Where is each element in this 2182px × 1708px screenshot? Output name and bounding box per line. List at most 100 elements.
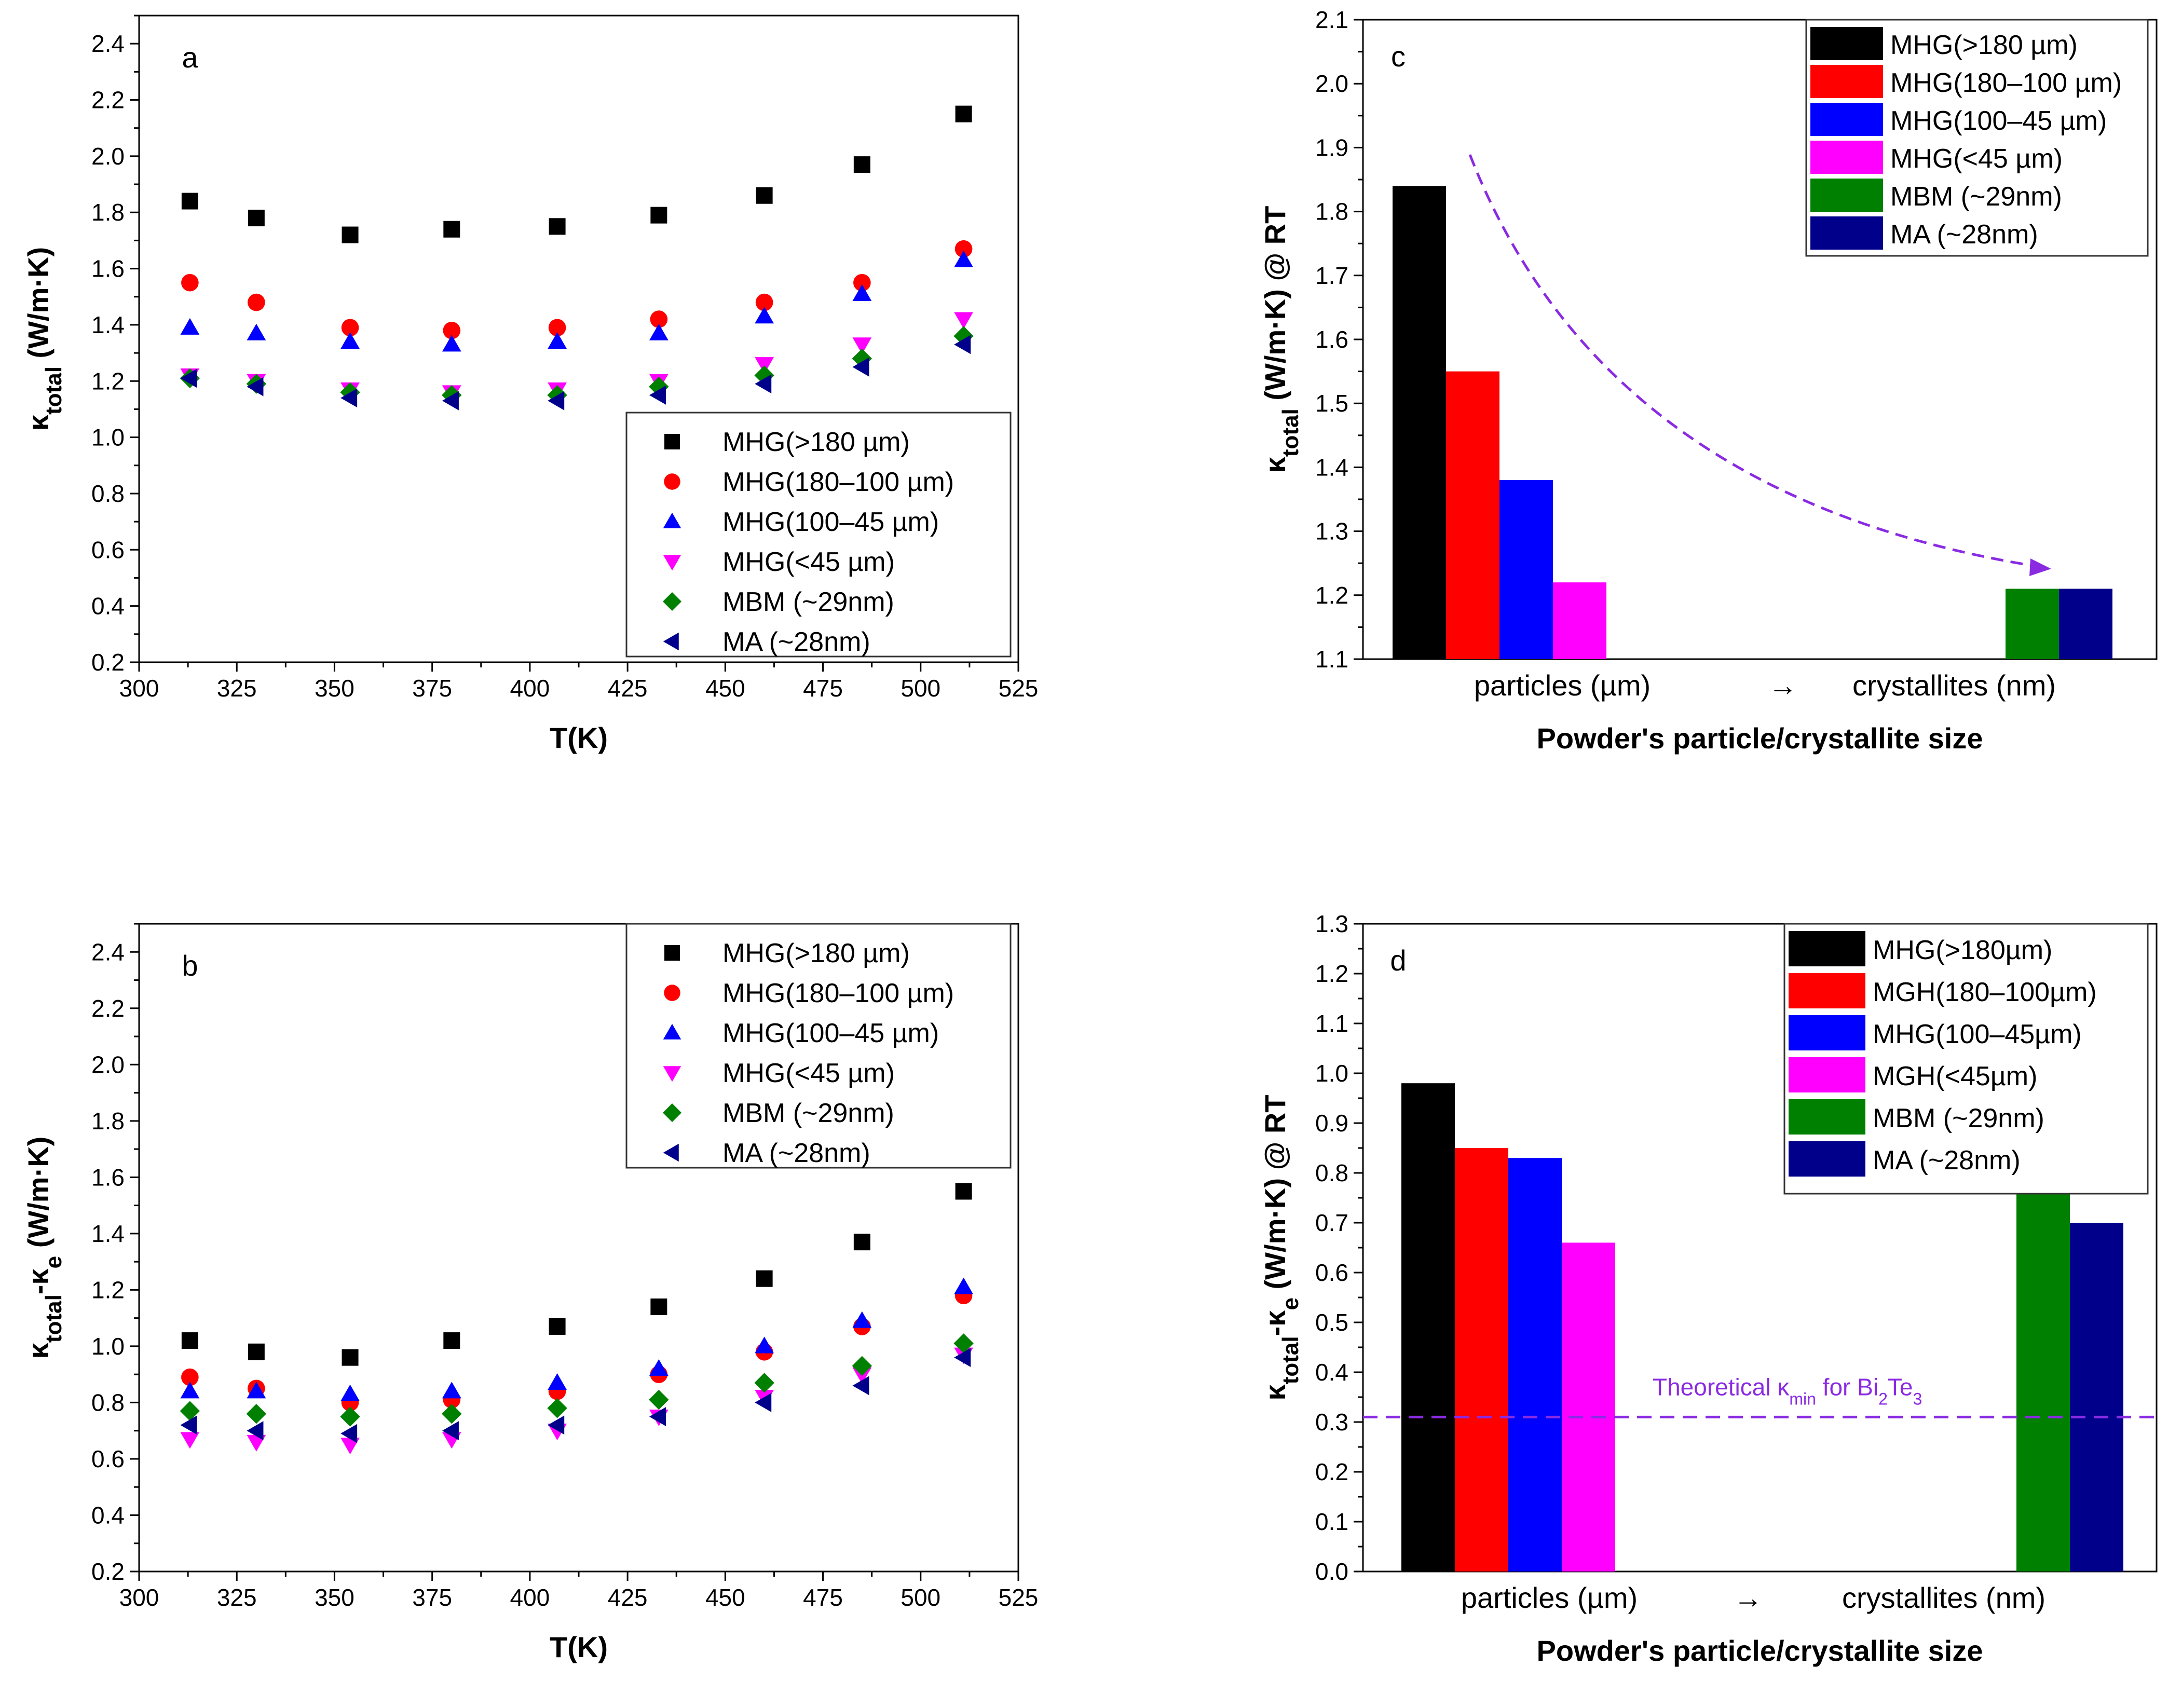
data-point [649, 1389, 669, 1410]
data-point [953, 1333, 974, 1354]
data-point [443, 221, 460, 238]
y-tick-label: 0.9 [1315, 1110, 1348, 1137]
y-tick-label: 0.8 [1315, 1159, 1348, 1186]
data-point [954, 1277, 973, 1294]
y-tick-label: 1.2 [1315, 960, 1348, 987]
data-point [754, 1373, 774, 1393]
y-tick-label: 2.1 [1315, 6, 1348, 33]
panel-label: a [182, 41, 198, 74]
category-label: particles (µm) [1461, 1581, 1638, 1614]
data-point [443, 321, 461, 339]
data-point [954, 312, 973, 329]
data-point [756, 1270, 773, 1287]
legend-label: MHG(100–45 µm) [722, 507, 939, 537]
data-point [340, 332, 360, 349]
data-point [548, 332, 567, 349]
y-axis-label-part: e [41, 1256, 66, 1268]
data-point [755, 307, 774, 324]
y-tick-label: 1.3 [1315, 910, 1348, 937]
data-point [342, 226, 359, 243]
reference-line-label-part: Theoretical κ [1653, 1373, 1790, 1400]
y-axis-label-part: (W/m·K) [22, 1137, 54, 1256]
panel-a: 300 325 350 375 400 425 450 475 500 525 0.2 0.4 0.6 0… [22, 15, 1038, 754]
data-point [247, 1382, 266, 1399]
y-tick-label: 0.2 [1315, 1458, 1348, 1485]
x-tick-label: 300 [119, 1584, 159, 1611]
x-tick-label: 450 [705, 1584, 745, 1611]
legend-label: MHG(100–45µm) [1873, 1019, 2082, 1049]
y-axis-label-part: κ [22, 414, 54, 431]
data-point [755, 293, 773, 311]
data-point [547, 1398, 567, 1418]
reference-line-label-part: for Bi [1816, 1373, 1878, 1400]
data-point [853, 1234, 870, 1251]
legend-box [625, 412, 1012, 658]
data-point [955, 1183, 972, 1200]
data-point [954, 250, 973, 267]
data-point [755, 357, 774, 374]
y-axis-label-part: κ [22, 1342, 54, 1359]
y-tick-label: 0.8 [91, 480, 125, 507]
legend-label: MGH(180–100µm) [1873, 977, 2097, 1007]
y-axis-label: κtotal (W/m·K) [22, 247, 66, 431]
trend-arrowhead [2029, 558, 2051, 576]
data-point [549, 218, 566, 235]
legend-marker [663, 1143, 679, 1162]
y-tick-label: 2.4 [91, 30, 125, 57]
y-tick-label: 0.7 [1315, 1209, 1348, 1236]
legend-marker [664, 985, 680, 1001]
panel-label: c [1391, 40, 1406, 73]
y-tick-label: 2.2 [91, 995, 125, 1022]
data-point [755, 1393, 772, 1412]
data-point [755, 1336, 774, 1354]
legend-swatch [1810, 216, 1883, 250]
y-tick-label: 0.1 [1315, 1508, 1348, 1535]
x-tick-label: 400 [510, 1584, 550, 1611]
y-tick-label: 1.8 [91, 199, 125, 226]
legend-swatch [1810, 103, 1883, 136]
data-point [853, 156, 870, 173]
y-tick-label: 1.4 [91, 1220, 125, 1247]
data-point [181, 274, 199, 292]
y-tick-label: 1.8 [1315, 198, 1348, 225]
y-tick-label: 1.6 [91, 255, 125, 282]
y-tick-label: 1.1 [1315, 646, 1348, 673]
x-tick-label: 325 [217, 1584, 257, 1611]
data-point [180, 1382, 200, 1399]
legend-marker [664, 473, 680, 490]
y-tick-label: 1.4 [91, 311, 125, 338]
legend-label: MHG(100–45 µm) [1890, 106, 2107, 136]
reference-line-label-part: min [1789, 1389, 1816, 1408]
y-axis-label-part: -κ [1259, 1310, 1291, 1336]
x-tick-label: 500 [901, 675, 940, 702]
data-point [247, 1434, 266, 1452]
y-axis-label-part: -κ [22, 1268, 54, 1295]
y-tick-label: 1.2 [91, 367, 125, 394]
y-tick-label: 2.0 [1315, 70, 1348, 97]
legend-label: MBM (~29nm) [722, 1098, 894, 1128]
legend-label: MBM (~29nm) [1890, 182, 2062, 212]
category-label: → [1734, 1581, 1763, 1614]
data-point [548, 391, 565, 411]
data-point [852, 337, 872, 354]
y-axis-label-part: (W/m·K) @ RT [1259, 206, 1291, 409]
data-point [442, 1403, 462, 1424]
legend-swatch [1810, 141, 1883, 174]
x-tick-label: 375 [412, 1584, 452, 1611]
y-axis-label-part: total [1278, 1336, 1303, 1384]
data-point [852, 1311, 872, 1328]
y-tick-label: 0.4 [91, 593, 125, 620]
data-point [340, 1406, 360, 1427]
data-point [342, 1349, 359, 1366]
bar [1499, 480, 1553, 659]
data-point [181, 1368, 199, 1386]
x-tick-label: 475 [803, 1584, 843, 1611]
legend-marker [663, 512, 681, 528]
data-point [247, 323, 266, 340]
y-tick-label: 1.3 [1315, 518, 1348, 545]
y-axis-label: κtotal-κe (W/m·K) @ RT [1259, 1095, 1303, 1400]
y-tick-label: 2.0 [91, 143, 125, 170]
y-tick-label: 2.0 [91, 1051, 125, 1078]
legend-marker [663, 1023, 681, 1040]
